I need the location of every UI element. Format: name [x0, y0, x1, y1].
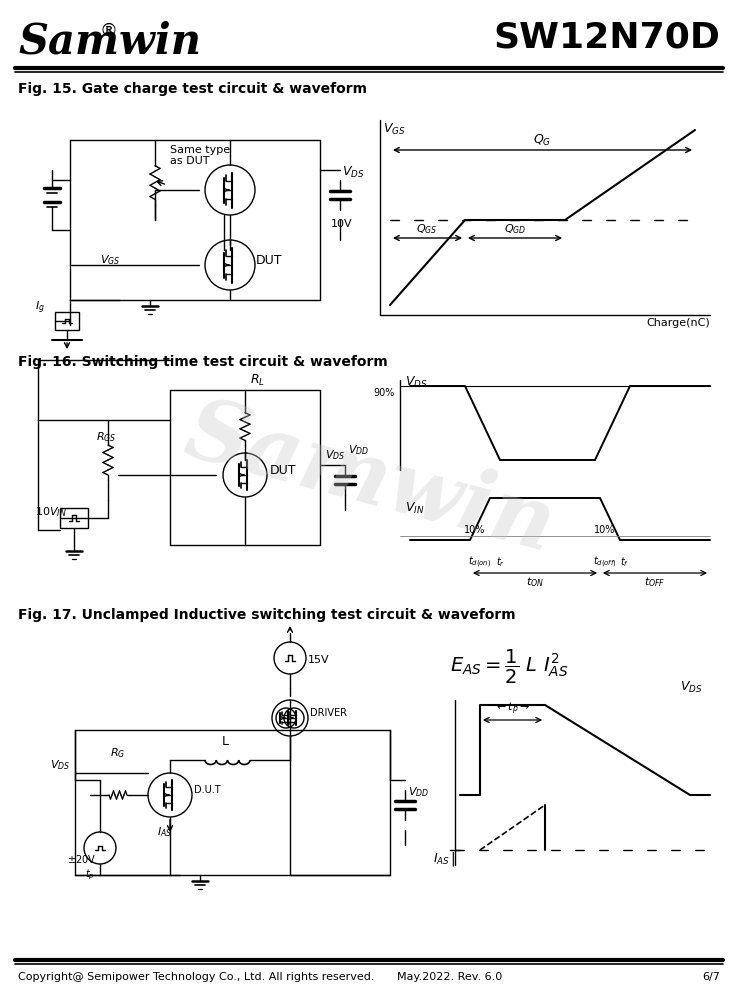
Text: D.U.T: D.U.T — [194, 785, 221, 795]
Text: DUT: DUT — [270, 464, 297, 477]
Text: Copyright@ Semipower Technology Co., Ltd. All rights reserved.: Copyright@ Semipower Technology Co., Ltd… — [18, 972, 374, 982]
Text: $R_L$: $R_L$ — [250, 373, 265, 388]
Text: ®: ® — [100, 22, 118, 40]
Text: Fig. 15. Gate charge test circuit & waveform: Fig. 15. Gate charge test circuit & wave… — [18, 82, 367, 96]
Text: $E_{AS} = \dfrac{1}{2}\ L\ I_{AS}^2$: $E_{AS} = \dfrac{1}{2}\ L\ I_{AS}^2$ — [450, 648, 568, 686]
Text: $Q_{GD}$: $Q_{GD}$ — [504, 222, 526, 236]
Text: Fig. 16. Switching time test circuit & waveform: Fig. 16. Switching time test circuit & w… — [18, 355, 387, 369]
Text: $R_G$: $R_G$ — [110, 746, 125, 760]
Text: $V_{DS}$: $V_{DS}$ — [405, 375, 427, 390]
Text: 10%: 10% — [593, 525, 615, 535]
Text: $t_f$: $t_f$ — [621, 555, 630, 569]
Bar — [55, 312, 79, 330]
Text: $t_r$: $t_r$ — [495, 555, 505, 569]
Text: $t_{OFF}$: $t_{OFF}$ — [644, 575, 666, 589]
Text: $t_{d(on)}$: $t_{d(on)}$ — [469, 555, 492, 570]
Text: SW12N70D: SW12N70D — [493, 20, 720, 54]
Text: $Q_G$: $Q_G$ — [533, 133, 551, 148]
Text: 15V: 15V — [308, 655, 330, 665]
Text: $I_{AS}$: $I_{AS}$ — [433, 852, 450, 867]
Text: |: | — [451, 852, 455, 866]
Text: as DUT: as DUT — [170, 156, 210, 166]
Text: $R_{GS}$: $R_{GS}$ — [96, 430, 117, 444]
Text: $\pm$20V: $\pm$20V — [67, 853, 97, 865]
Text: Charge(nC): Charge(nC) — [646, 318, 710, 328]
Text: May.2022. Rev. 6.0: May.2022. Rev. 6.0 — [397, 972, 503, 982]
Text: $V_{GS}$: $V_{GS}$ — [383, 122, 406, 137]
Text: L: L — [221, 735, 229, 748]
Text: $Q_{GS}$: $Q_{GS}$ — [416, 222, 438, 236]
Text: Samwin: Samwin — [18, 20, 201, 62]
Text: DRIVER: DRIVER — [310, 708, 347, 718]
Text: $t_{ON}$: $t_{ON}$ — [526, 575, 544, 589]
Text: $t_{d(off)}$: $t_{d(off)}$ — [593, 555, 617, 570]
Text: $V_{DS}$: $V_{DS}$ — [49, 758, 70, 772]
Text: $10V_{IN}$: $10V_{IN}$ — [35, 505, 66, 519]
Text: $I_g$: $I_g$ — [35, 300, 45, 316]
Text: DUT: DUT — [256, 253, 283, 266]
Bar — [60, 508, 88, 528]
Text: Fig. 17. Unclamped Inductive switching test circuit & waveform: Fig. 17. Unclamped Inductive switching t… — [18, 608, 516, 622]
Text: $V_{DS}$: $V_{DS}$ — [325, 448, 345, 462]
Text: $V_{DD}$: $V_{DD}$ — [348, 443, 369, 457]
Text: 10%: 10% — [463, 525, 485, 535]
Text: $V_{IN}$: $V_{IN}$ — [405, 500, 424, 516]
Text: Same type: Same type — [170, 145, 230, 155]
Text: $I_{AS}$: $I_{AS}$ — [157, 825, 173, 839]
Text: 10V: 10V — [331, 219, 352, 229]
Text: $\leftarrow t_p \rightarrow$: $\leftarrow t_p \rightarrow$ — [494, 701, 530, 717]
Text: Samwin: Samwin — [176, 391, 564, 569]
Text: $V_{DS}$: $V_{DS}$ — [342, 165, 365, 180]
Text: $t_p$: $t_p$ — [85, 868, 95, 882]
Text: $V_{GS}$: $V_{GS}$ — [100, 253, 120, 267]
Text: 6/7: 6/7 — [702, 972, 720, 982]
Text: $V_{DS}$: $V_{DS}$ — [680, 680, 703, 695]
Text: $V_{DD}$: $V_{DD}$ — [408, 785, 430, 799]
Text: 90%: 90% — [373, 388, 395, 398]
